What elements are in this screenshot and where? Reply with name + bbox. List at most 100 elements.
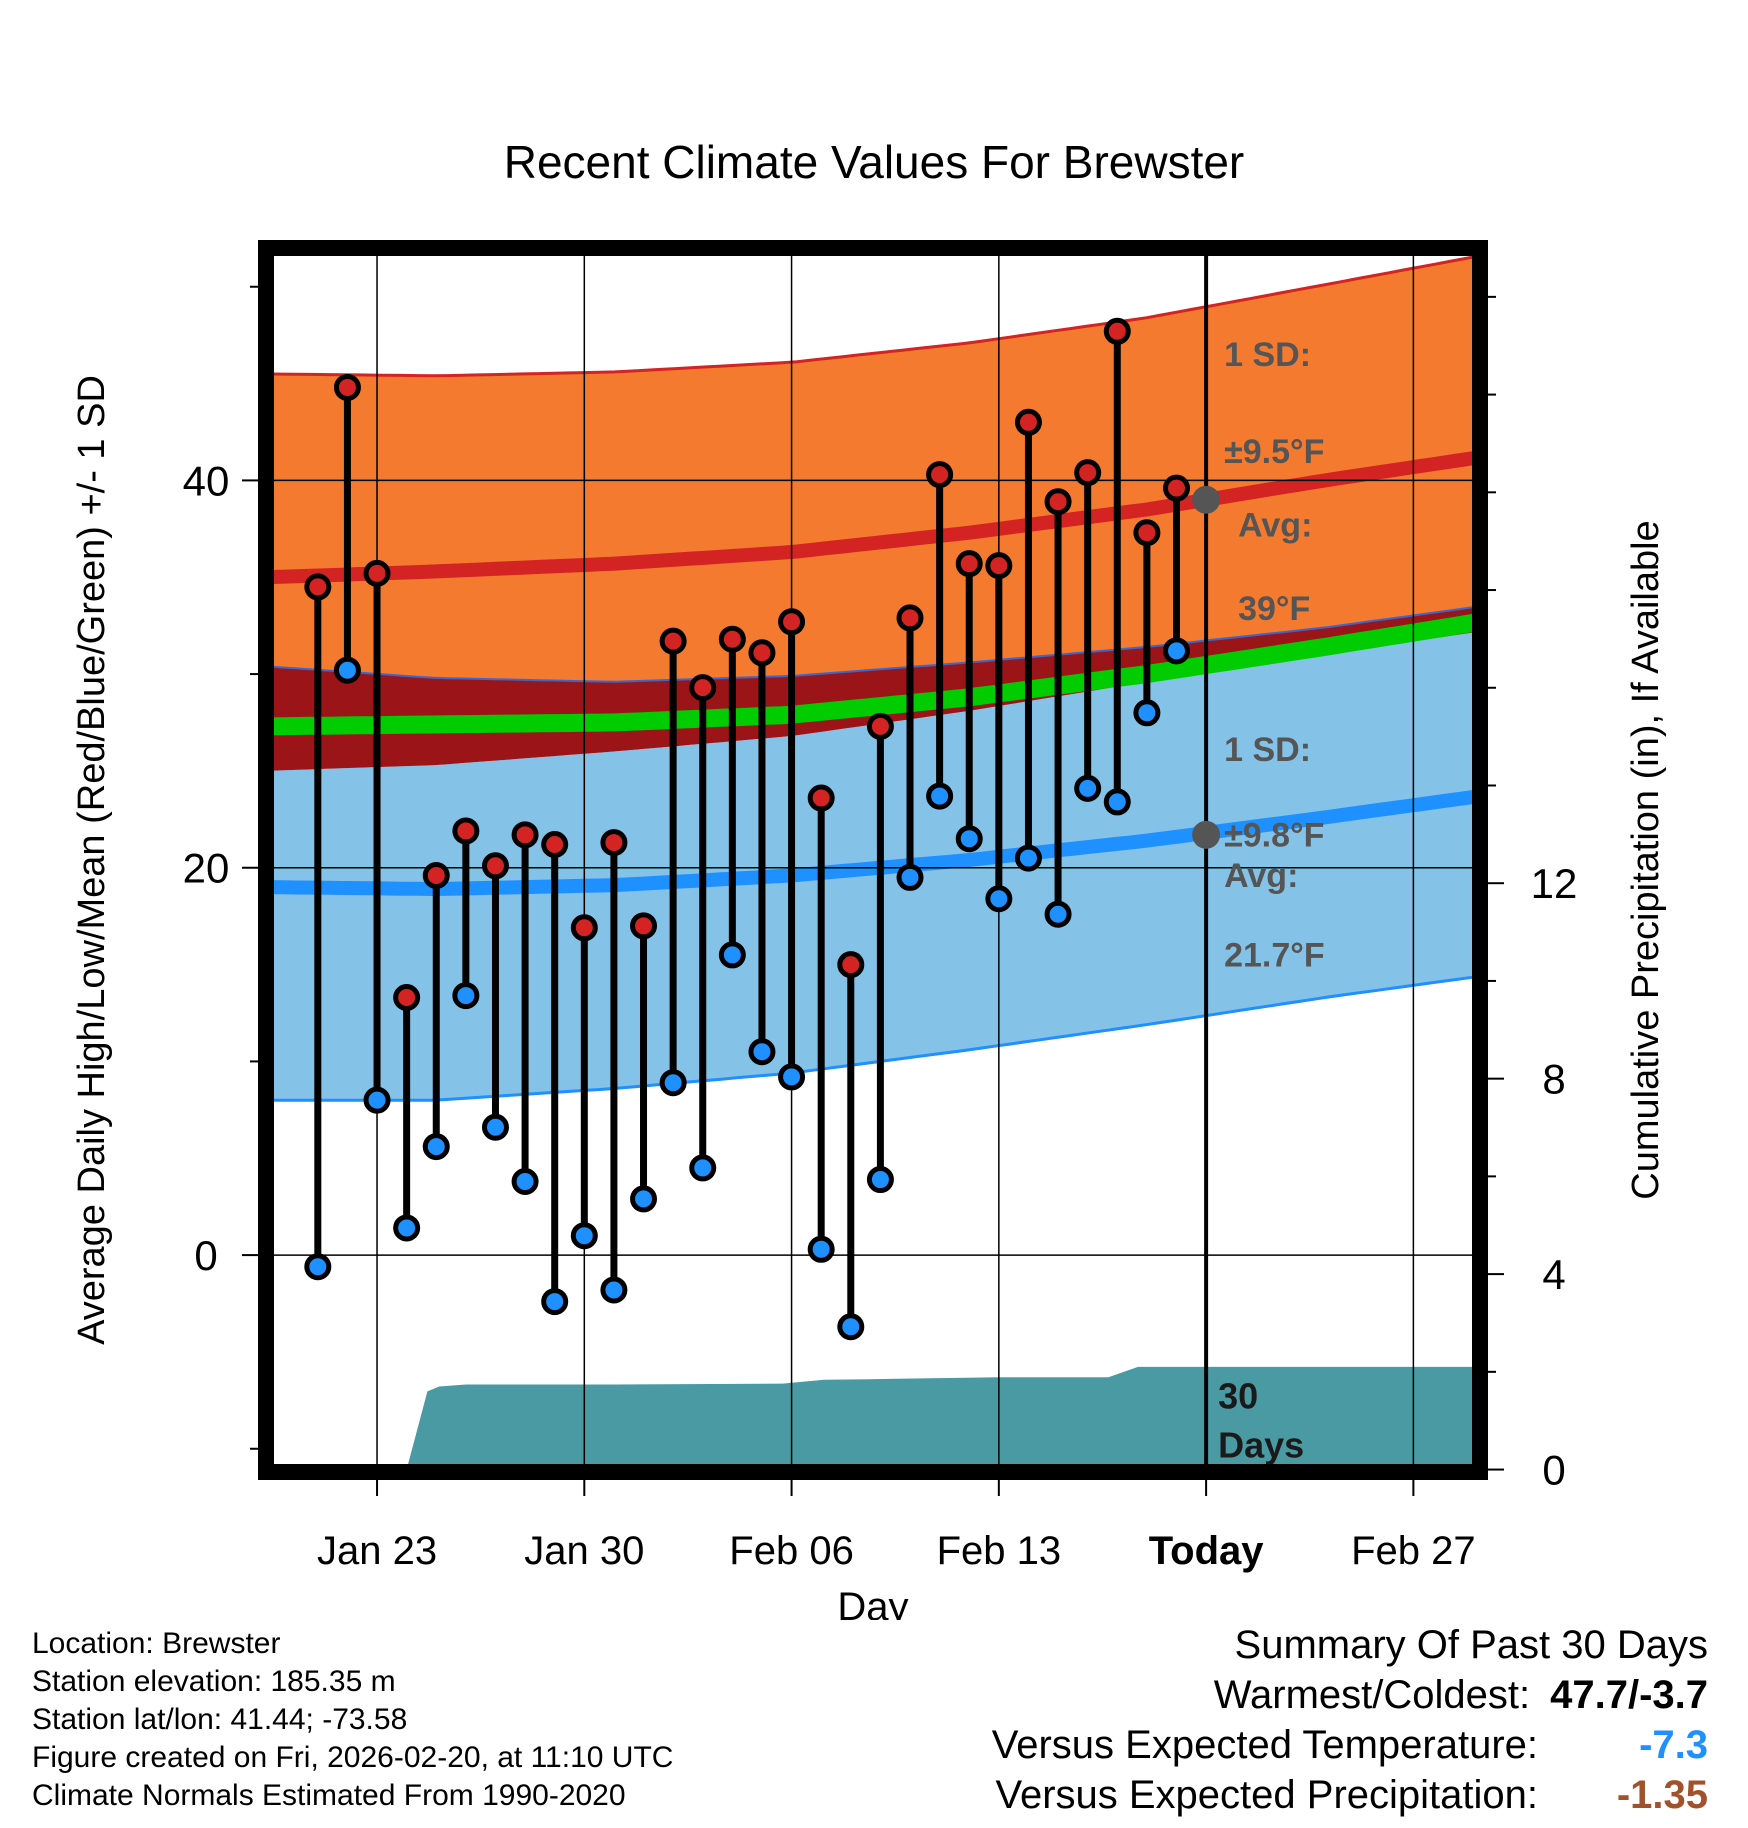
- low-avg-label: Avg:: [1224, 857, 1298, 895]
- obs-low-point: [363, 1086, 391, 1114]
- obs-low-point: [304, 1253, 332, 1281]
- obs-low-point: [1133, 699, 1161, 727]
- today-low-avg-dot: [1192, 820, 1221, 849]
- obs-high-point: [570, 914, 598, 942]
- summary-panel: Summary Of Past 30 Days Warmest/Coldest:…: [992, 1620, 1708, 1820]
- low-sd-lower-line: [266, 974, 1480, 1102]
- obs-low-point: [393, 1214, 421, 1242]
- obs-high-point: [866, 712, 894, 740]
- obs-low-point: [1074, 774, 1102, 802]
- obs-high-point: [333, 373, 361, 401]
- low-sd-value: ±9.8°F: [1224, 816, 1324, 854]
- summary-temp-label: Versus Expected Temperature:: [991, 1723, 1538, 1767]
- x-tick-label: Jan 30: [524, 1529, 644, 1573]
- obs-low-point: [748, 1038, 776, 1066]
- obs-high-point: [393, 984, 421, 1012]
- high-sd-label: 1 SD:: [1224, 336, 1311, 374]
- y-tick-label: 40: [183, 457, 230, 504]
- summary-warmest-label: Warmest/Coldest:: [1213, 1673, 1531, 1717]
- obs-high-point: [600, 829, 628, 857]
- obs-high-point: [837, 951, 865, 979]
- obs-high-point: [1014, 408, 1042, 436]
- obs-low-point: [422, 1133, 450, 1161]
- obs-low-point: [718, 941, 746, 969]
- obs-high-point: [807, 784, 835, 812]
- obs-high-point: [541, 831, 569, 859]
- obs-low-point: [1014, 844, 1042, 872]
- obs-low-point: [541, 1288, 569, 1316]
- precip-area: [266, 1366, 1480, 1470]
- plot-frame: [258, 240, 1488, 1480]
- days-word-label: Days: [1218, 1424, 1304, 1465]
- obs-low-point: [926, 782, 954, 810]
- station-info: Location: Brewster Station elevation: 18…: [32, 1625, 673, 1815]
- obs-low-point: [896, 863, 924, 891]
- x-tick-label: Feb 27: [1351, 1529, 1476, 1573]
- obs-high-point: [422, 861, 450, 889]
- summary-precip-row: Versus Expected Precipitation: -1.35: [992, 1770, 1708, 1820]
- high-avg-label: Avg:: [1238, 507, 1312, 545]
- obs-high-point: [1133, 519, 1161, 547]
- obs-low-point: [570, 1222, 598, 1250]
- obs-low-point: [778, 1063, 806, 1091]
- summary-temp-value: -7.3: [1639, 1723, 1708, 1767]
- high-avg-value: 39°F: [1238, 590, 1310, 628]
- obs-low-point: [481, 1113, 509, 1141]
- y2-tick-label: 8: [1542, 1056, 1565, 1103]
- y2-tick-label: 0: [1542, 1447, 1565, 1494]
- high-sd-upper-line: [266, 254, 1480, 378]
- obs-high-point: [718, 625, 746, 653]
- obs-low-point: [866, 1166, 894, 1194]
- obs-low-point: [452, 982, 480, 1010]
- summary-precip-label: Versus Expected Precipitation:: [995, 1773, 1538, 1817]
- summary-heading: Summary Of Past 30 Days: [1234, 1623, 1708, 1667]
- location-text: Location: Brewster: [32, 1627, 281, 1660]
- obs-high-point: [363, 559, 391, 587]
- obs-low-point: [1103, 788, 1131, 816]
- low-avg-value: 21.7°F: [1224, 937, 1325, 975]
- y-tick-label: 0: [194, 1232, 217, 1279]
- y-axis-title: Average Daily High/Low/Mean (Red/Blue/Gr…: [71, 375, 113, 1345]
- today-high-avg-dot: [1192, 485, 1221, 514]
- latlon-text: Station lat/lon: 41.44; -73.58: [32, 1703, 408, 1736]
- obs-high-point: [304, 573, 332, 601]
- obs-high-point: [985, 552, 1013, 580]
- obs-high-point: [452, 817, 480, 845]
- obs-high-point: [1103, 317, 1131, 345]
- x-axis-title: Day: [837, 1585, 908, 1620]
- obs-high-point: [1044, 488, 1072, 516]
- created-text: Figure created on Fri, 2026-02-20, at 11…: [32, 1741, 674, 1774]
- obs-high-point: [778, 608, 806, 636]
- y2-axis-title: Cumulative Precipitation (in), If Availa…: [1625, 520, 1667, 1199]
- normals-text: Climate Normals Estimated From 1990-2020: [32, 1779, 626, 1812]
- high-sd-value: ±9.5°F: [1224, 433, 1324, 471]
- obs-high-point: [748, 639, 776, 667]
- x-tick-label: Feb 13: [937, 1529, 1062, 1573]
- obs-high-point: [1074, 459, 1102, 487]
- low-sd-label: 1 SD:: [1224, 731, 1311, 769]
- obs-low-point: [985, 885, 1013, 913]
- days-count-label: 30: [1218, 1375, 1258, 1416]
- elevation-text: Station elevation: 185.35 m: [32, 1665, 396, 1698]
- y2-tick-label: 4: [1542, 1251, 1565, 1298]
- obs-low-point: [659, 1069, 687, 1097]
- summary-precip-value: -1.35: [1616, 1773, 1708, 1817]
- obs-high-point: [926, 461, 954, 489]
- obs-low-point: [333, 656, 361, 684]
- x-tick-label: Today: [1149, 1529, 1265, 1573]
- climate-chart: Recent Climate Values For Brewster 1 SD:…: [71, 136, 1667, 1620]
- x-tick-label: Feb 06: [729, 1529, 854, 1573]
- summary-temp-row: Versus Expected Temperature: -7.3: [992, 1720, 1708, 1770]
- obs-high-point: [896, 604, 924, 632]
- obs-high-point: [659, 627, 687, 655]
- x-tick-label: Jan 23: [317, 1529, 437, 1573]
- obs-high-point: [955, 550, 983, 578]
- y2-tick-label: 12: [1531, 860, 1578, 907]
- obs-low-point: [600, 1276, 628, 1304]
- obs-low-point: [630, 1185, 658, 1213]
- obs-low-point: [807, 1235, 835, 1263]
- summary-warmest-row: Warmest/Coldest: 47.7/-3.7: [992, 1670, 1708, 1720]
- obs-low-point: [837, 1313, 865, 1341]
- chart-title: Recent Climate Values For Brewster: [504, 136, 1245, 188]
- obs-low-point: [689, 1154, 717, 1182]
